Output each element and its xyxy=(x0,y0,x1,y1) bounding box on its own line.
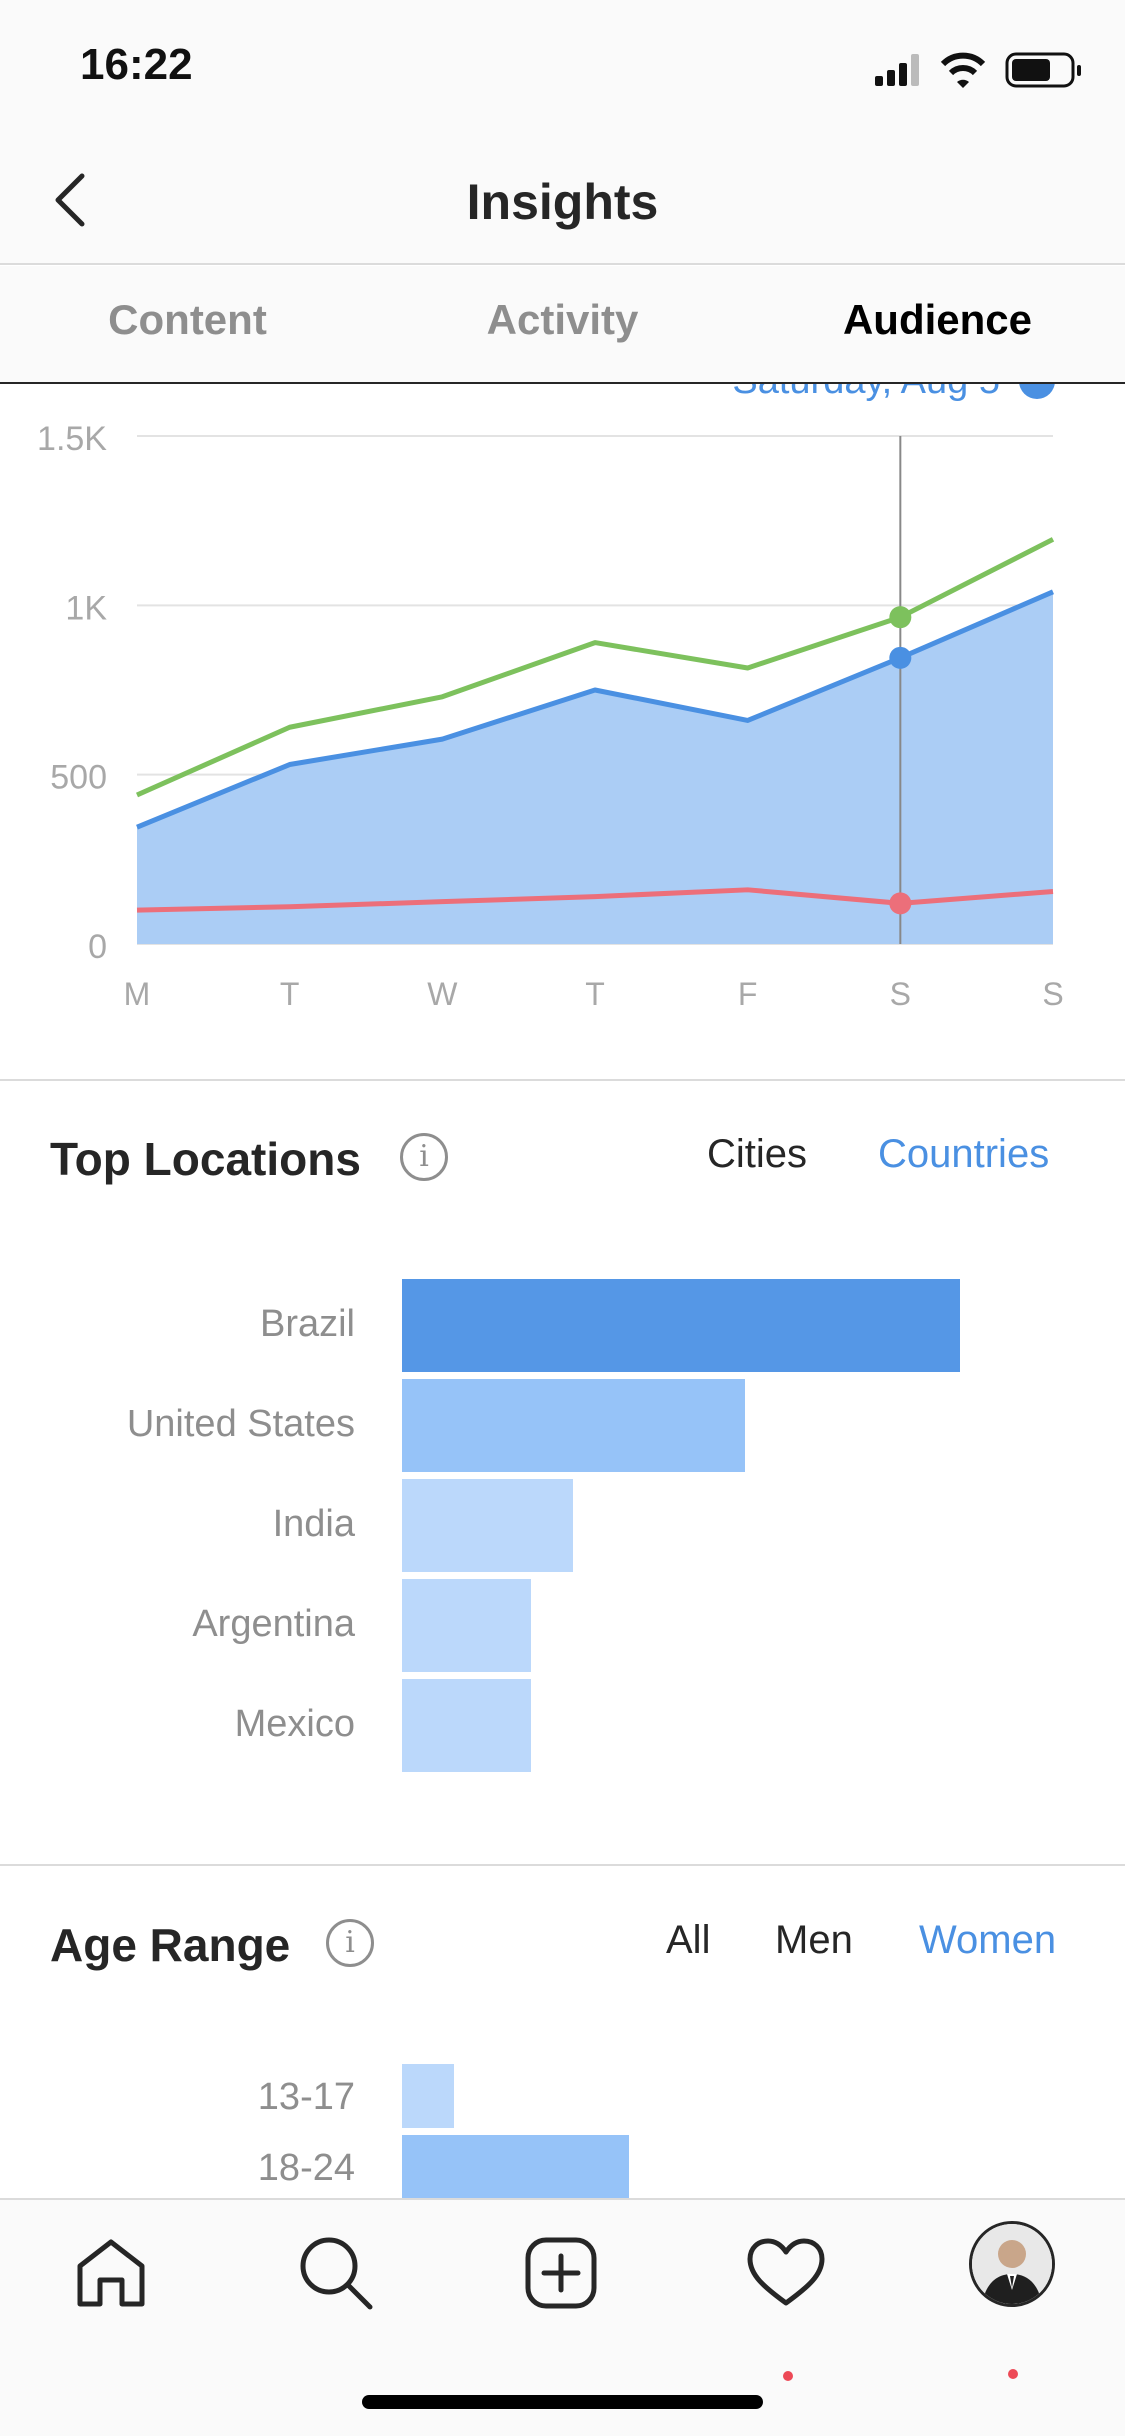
filter-men[interactable]: Men xyxy=(775,1918,853,1962)
highlight-point xyxy=(889,606,912,629)
x-tick-label: W xyxy=(427,976,458,1012)
status-icons xyxy=(875,52,1081,88)
signal-icon xyxy=(875,54,919,86)
filter-all[interactable]: All xyxy=(666,1918,711,1962)
y-tick-label: 500 xyxy=(50,759,107,797)
filter-women[interactable]: Women xyxy=(919,1918,1057,1962)
bar-label: United States xyxy=(126,1403,355,1445)
tooltip-label: Saturday, Aug 5 xyxy=(732,384,1000,402)
nav-bar: Insights xyxy=(0,135,1125,265)
divider xyxy=(0,1079,1125,1081)
bar-label: 18-24 xyxy=(257,2147,355,2189)
filter-cities[interactable]: Cities xyxy=(707,1132,808,1176)
back-button[interactable] xyxy=(30,160,110,240)
heart-icon xyxy=(747,2238,825,2306)
activity-notification-dot xyxy=(783,2371,793,2381)
search-button[interactable] xyxy=(291,2228,381,2318)
page-title: Insights xyxy=(466,174,659,230)
bottom-tab-bar xyxy=(0,2198,1125,2436)
bar-label: India xyxy=(272,1503,355,1545)
home-button[interactable] xyxy=(66,2228,156,2318)
tooltip-dot xyxy=(1019,384,1055,399)
avatar-icon xyxy=(972,2224,1052,2304)
followers-chart: 0 500 1K 1.5K M T W T F S S Saturday, Aug 5 xyxy=(0,384,1125,1079)
x-tick-label: M xyxy=(124,976,151,1012)
home-indicator xyxy=(362,2395,763,2409)
y-tick-label: 0 xyxy=(88,928,107,966)
filter-countries[interactable]: Countries xyxy=(878,1132,1050,1176)
bar-label: Mexico xyxy=(234,1703,355,1745)
wifi-icon xyxy=(940,52,986,88)
bar xyxy=(402,2135,629,2199)
bar-label: Brazil xyxy=(259,1303,355,1345)
x-tick-label: T xyxy=(280,976,300,1012)
y-tick-label: 1K xyxy=(65,589,107,627)
age-range-title: Age Range xyxy=(50,1919,291,1971)
bar xyxy=(402,1479,573,1572)
insights-tabs: Content Activity Audience xyxy=(0,266,1125,384)
tab-content[interactable]: Content xyxy=(108,296,267,343)
search-icon xyxy=(300,2237,373,2310)
info-icon[interactable]: i xyxy=(400,1133,448,1181)
tab-audience[interactable]: Audience xyxy=(842,296,1033,343)
highlight-point xyxy=(889,892,912,915)
y-tick-label: 1.5K xyxy=(37,420,107,458)
bar-label: Argentina xyxy=(192,1603,355,1645)
new-post-icon xyxy=(525,2237,597,2309)
new-post-button[interactable] xyxy=(516,2228,606,2318)
divider xyxy=(0,1864,1125,1866)
x-tick-label: S xyxy=(1042,976,1063,1012)
home-icon xyxy=(77,2239,145,2307)
info-icon[interactable]: i xyxy=(326,1919,374,1967)
highlight-point xyxy=(889,646,912,669)
x-tick-label: T xyxy=(585,976,605,1012)
bar-label: 13-17 xyxy=(257,2076,355,2118)
bar xyxy=(402,1379,745,1472)
bar xyxy=(402,1579,531,1672)
battery-icon xyxy=(1005,52,1081,88)
chevron-left-icon xyxy=(55,173,85,227)
profile-notification-dot xyxy=(1008,2369,1018,2379)
tab-activity[interactable]: Activity xyxy=(486,296,639,343)
chart-svg: 0 500 1K 1.5K M T W T F S S Saturday, Aug 5 xyxy=(37,384,1064,1012)
x-tick-label: S xyxy=(890,976,911,1012)
profile-avatar[interactable] xyxy=(969,2221,1055,2307)
bar xyxy=(402,2064,454,2128)
top-locations-title: Top Locations xyxy=(50,1133,361,1185)
status-time: 16:22 xyxy=(80,40,193,89)
bar xyxy=(402,1279,960,1372)
bar xyxy=(402,1679,531,1772)
status-bar: 16:22 xyxy=(0,0,1125,135)
activity-button[interactable] xyxy=(741,2228,831,2318)
x-tick-label: F xyxy=(738,976,758,1012)
series-area xyxy=(137,591,1053,944)
